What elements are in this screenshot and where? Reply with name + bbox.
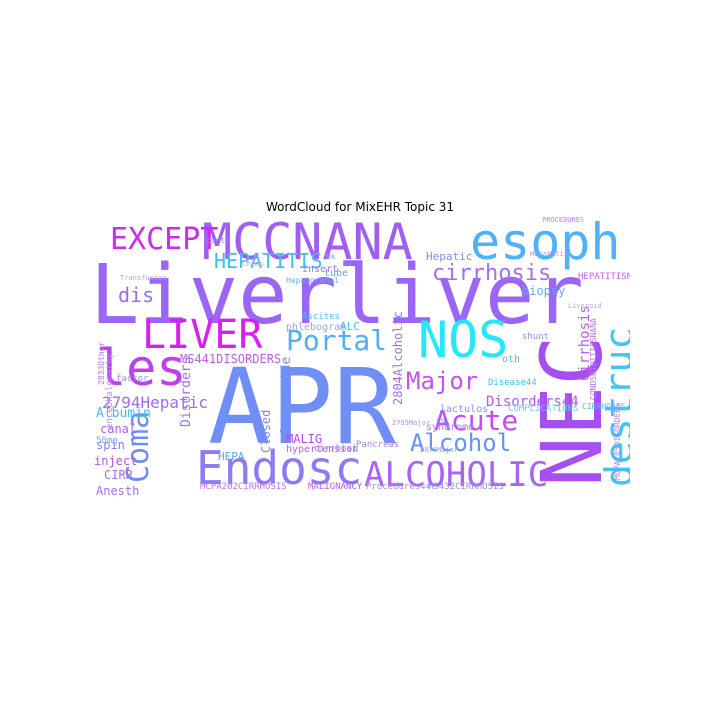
word-mcpa205disorders: MCPA205DISORDERS [613, 402, 622, 480]
word-chron: Chron [242, 260, 264, 268]
word-shunt: shunt [522, 332, 550, 342]
word-esoph: esoph [470, 215, 621, 271]
word-complications: COMPLICATIONS [508, 404, 579, 414]
word-cirrhosis: cirrhosis [432, 261, 552, 286]
word-hepatitis: HEPATITIS [214, 249, 323, 273]
word-hepatorenal: Hepatorenal [286, 276, 339, 285]
word-pancreas: Pancreas [356, 440, 400, 450]
word-malignancy: MALIGNANCY [308, 482, 363, 492]
word-cloud: APR Liverliver NEC MCCNANA esoph NOS Endosc les… [90, 215, 630, 495]
word-hepatitis: Hepatitis [530, 250, 568, 258]
word-except: EXCEPT [110, 222, 219, 257]
word-cirr: CIRR [104, 468, 133, 482]
word-nos: NOS [418, 311, 509, 369]
word-50mg: 50mg [96, 436, 118, 446]
word-oth: oth [502, 354, 521, 365]
word-ascites: Ascites [302, 312, 340, 322]
word-mccnana: MCCNANA [202, 215, 413, 271]
word-closed: Closed [259, 409, 273, 453]
word-hepatitisnana: HEPATITISNANA [578, 272, 630, 282]
word-phlebogram: phlebogram [286, 322, 347, 333]
word-ms432cirrhosis: MS432CIRRHOSIS [428, 482, 504, 492]
word-2804alcoholic: 2804Alcoholic [391, 311, 405, 405]
word-condsdiditiesnana: CONDSDIDITIESNANA [589, 318, 598, 400]
word-les: les [96, 339, 187, 397]
word-mcpa202cirrhosis: MCPA202CIRRHOSIS [200, 482, 287, 492]
word-biopsy: biopsy [522, 284, 566, 298]
word-hepatic: Hepatic [426, 250, 473, 263]
word-disease44: Disease44 [488, 378, 537, 388]
word-0k: 0k [326, 252, 336, 261]
word-alc: ALC [340, 320, 360, 333]
word-sg: sg [436, 416, 446, 425]
word-contr: contr [206, 236, 231, 245]
word-insert: insert [302, 264, 339, 275]
word-tube: tube [324, 268, 349, 279]
word-cirrhosi: cirrhosi [314, 444, 358, 454]
word-procedures: PROCEDURES [542, 216, 585, 224]
word-syndrome: syndrome [426, 422, 475, 433]
word-cirrhosis: CIRRHOSIS [582, 402, 626, 411]
word-disorders44: Disorders44 [486, 394, 579, 410]
word-2794hepatic: 2794Hepatic [102, 393, 208, 412]
word-disorders: Disorders [179, 356, 194, 427]
word-major: Major [406, 367, 479, 395]
word-anesth: Anesth [96, 484, 140, 495]
word-transfusion: Transfusion [120, 274, 167, 282]
word-acute: Acute [434, 404, 519, 437]
word-liveroid: Liveroid [568, 302, 602, 310]
word-hepa: HEPA [218, 450, 245, 463]
word-albumin: Albumin [96, 406, 151, 421]
word-2795major: 2795Major [392, 419, 430, 427]
word-malig: MALIG [286, 432, 323, 446]
word-encephalopathy: encephalopathy [105, 353, 115, 429]
word-apr: APR [208, 346, 396, 468]
chart-title: WordCloud for MixEHR Topic 31 [265, 200, 455, 214]
word-lactulos: lactulos [440, 404, 489, 415]
word-alcohol: Alcohol [410, 429, 512, 457]
word-liverliver: Liverliver [90, 248, 584, 343]
word-portal: Portal [286, 324, 388, 357]
word-2870major: 2870Major [420, 446, 458, 454]
word-dis: dis [118, 283, 155, 307]
word-canal: canal [100, 422, 137, 436]
word-ms441disorders: MS441DISORDERS [180, 352, 282, 366]
word-liver: LIVER [142, 312, 263, 358]
word-octreotide: Octreotide [279, 356, 294, 435]
word-alcoholic: ALCOHOLIC [364, 455, 549, 495]
word-factor: factor [116, 374, 149, 384]
word-inject: inject [94, 454, 138, 468]
word-hypertension: hypertension [286, 444, 359, 455]
word-endosc: Endosc [196, 441, 363, 495]
word-spin: spin [96, 438, 125, 452]
word-procedures44: Procedures44 [366, 482, 432, 492]
